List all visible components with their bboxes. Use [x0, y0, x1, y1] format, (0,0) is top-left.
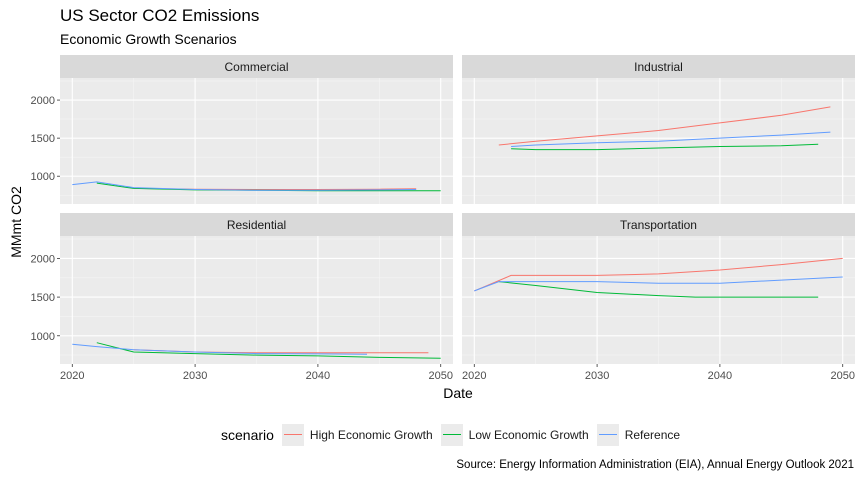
x-axis-label: Date: [443, 385, 473, 401]
facet-strip-transportation: [462, 213, 855, 236]
y-tick-label: 1500: [31, 133, 55, 145]
facet-strip-residential: [60, 213, 453, 236]
y-tick-label: 1500: [31, 292, 55, 304]
series-line-commercial-reference: [72, 181, 417, 191]
legend-label-low-growth: Low Economic Growth: [468, 428, 589, 442]
facet-strip-label-transportation: Transportation: [620, 218, 697, 232]
series-line-industrial-low-economic-growth: [511, 143, 819, 151]
series-line-transportation-low-economic-growth: [498, 281, 819, 298]
y-tick-label: 2000: [31, 253, 55, 265]
series-line-industrial-high-economic-growth: [498, 106, 831, 146]
legend-item-high-growth: High Economic Growth: [281, 424, 433, 446]
x-tick-label: 2030: [183, 370, 207, 382]
facet-strip-label-residential: Residential: [227, 218, 286, 232]
chart-subtitle: Economic Growth Scenarios: [60, 31, 237, 47]
legend-label-reference: Reference: [624, 428, 681, 442]
legend-key-low-growth: [440, 424, 463, 446]
chart-title: US Sector CO2 Emissions: [60, 6, 260, 25]
legend-label-high-growth: High Economic Growth: [309, 428, 433, 442]
y-axis-label: MMmt CO2: [8, 186, 24, 258]
series-line-industrial-reference: [511, 131, 831, 147]
source-caption: Source: Energy Information Administratio…: [456, 459, 854, 471]
x-tick-label: 2030: [585, 370, 609, 382]
legend-title: scenario: [221, 427, 274, 443]
facet-strip-commercial: [60, 55, 453, 78]
series-line-residential-reference: [72, 343, 368, 355]
y-tick-label: 1000: [31, 171, 55, 183]
x-tick-label: 2050: [830, 370, 854, 382]
y-tick-label: 2000: [31, 95, 55, 107]
x-tick-label: 2040: [708, 370, 732, 382]
facet-strip-industrial: [462, 55, 855, 78]
facet-strip-label-industrial: Industrial: [634, 60, 683, 74]
legend-item-reference: Reference: [596, 424, 681, 446]
x-tick-label: 2020: [462, 370, 486, 382]
legend-key-reference: [596, 424, 619, 446]
y-tick-label: 1000: [31, 331, 55, 343]
legend-key-high-growth: [281, 424, 304, 446]
series-line-transportation-reference: [474, 276, 843, 292]
series-line-residential-low-economic-growth: [96, 342, 441, 359]
facet-strip-label-commercial: Commercial: [224, 60, 288, 74]
legend-item-low-growth: Low Economic Growth: [440, 424, 589, 446]
x-tick-label: 2050: [428, 370, 452, 382]
series-line-transportation-high-economic-growth: [474, 257, 843, 292]
legend: scenario High Economic Growth Low Econom…: [221, 422, 688, 448]
x-tick-label: 2040: [306, 370, 330, 382]
x-tick-label: 2020: [60, 370, 84, 382]
